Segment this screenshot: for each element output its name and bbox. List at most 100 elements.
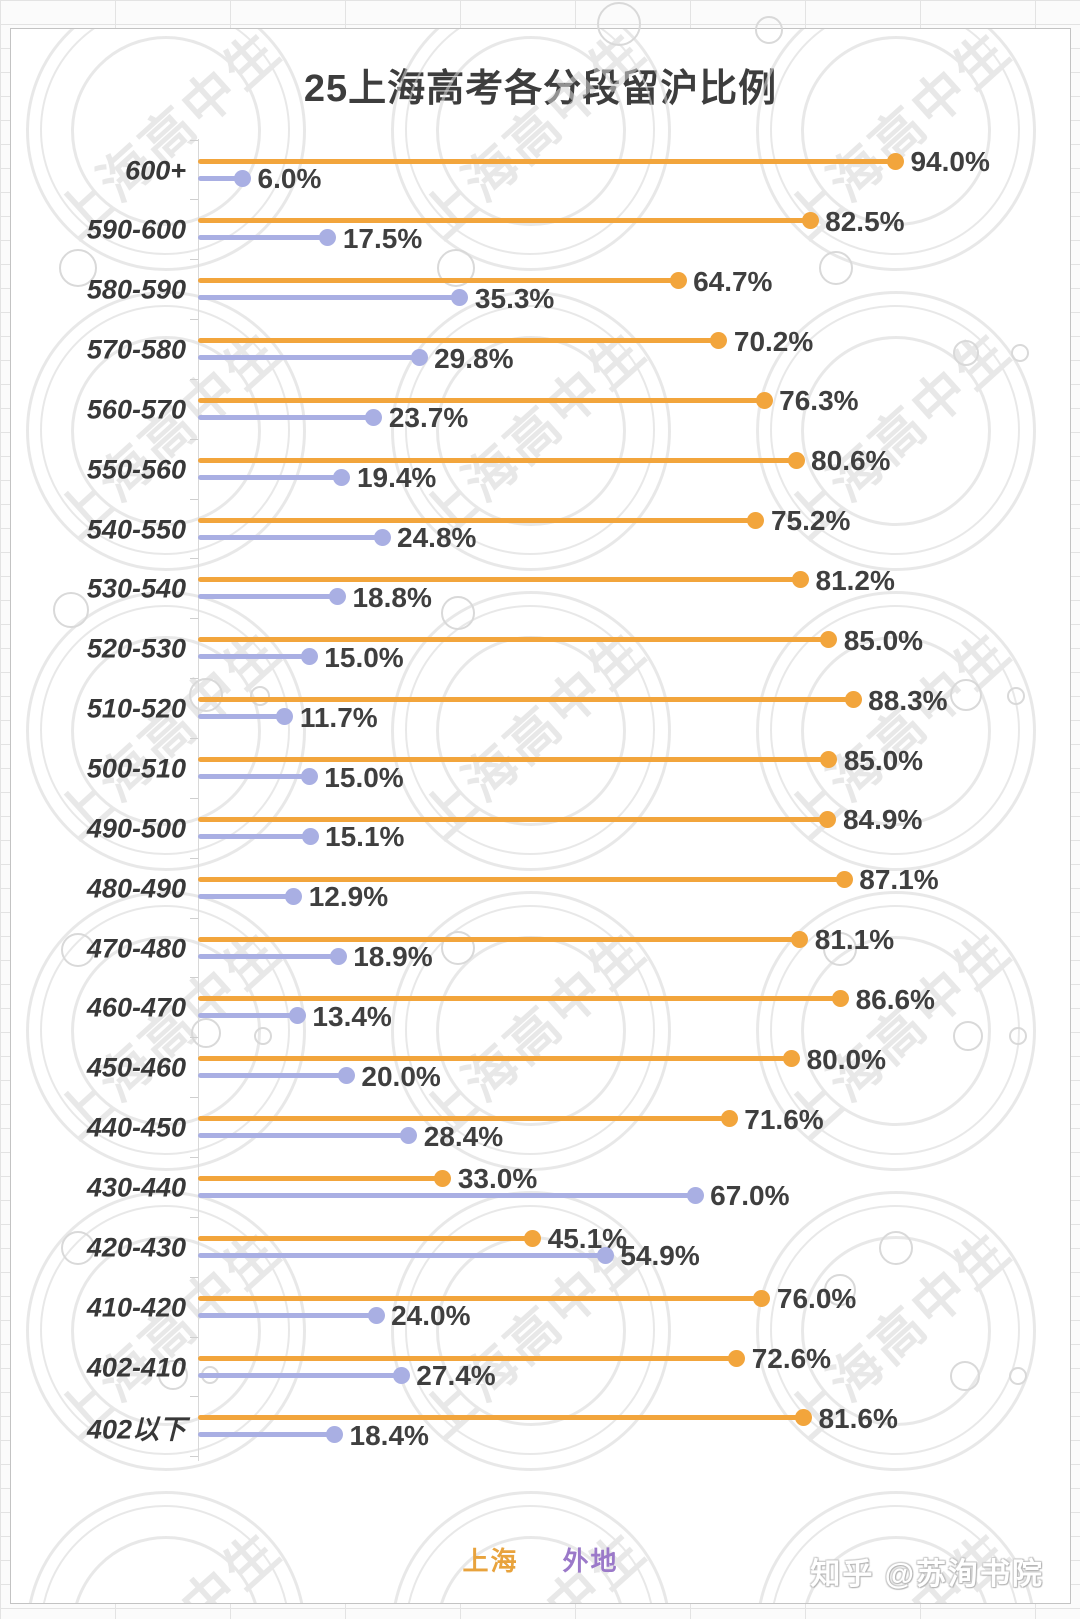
category-label: 510-520 (86, 693, 186, 724)
y-axis-tick (190, 1456, 198, 1458)
waidi-value-label: 15.0% (324, 761, 404, 793)
shanghai-dot (819, 810, 837, 828)
shanghai-value-label: 81.1% (814, 924, 895, 956)
waidi-value-label: 13.4% (312, 1000, 392, 1032)
shanghai-dot (710, 332, 728, 350)
waidi-line (198, 414, 374, 420)
waidi-value-label: 23.7% (388, 402, 469, 434)
waidi-dot (365, 408, 383, 426)
waidi-line (198, 1073, 347, 1079)
stamp-circle (436, 936, 626, 1126)
shanghai-dot (820, 751, 838, 768)
y-axis-tick (190, 917, 198, 919)
shanghai-dot (820, 631, 838, 649)
waidi-dot (329, 947, 347, 965)
category-label: 440-450 (86, 1112, 186, 1143)
waidi-line (198, 774, 310, 779)
shanghai-value-label: 85.0% (843, 624, 924, 656)
waidi-line (198, 1312, 377, 1318)
decorative-circle (53, 592, 89, 628)
shanghai-value-label: 33.0% (457, 1163, 538, 1195)
shanghai-line (198, 1056, 792, 1062)
shanghai-value-label: 76.3% (779, 385, 859, 417)
waidi-dot (333, 468, 351, 486)
waidi-line (198, 714, 285, 720)
category-label: 600+ (125, 155, 186, 185)
waidi-value-label: 18.8% (352, 581, 432, 613)
category-label: 430-440 (86, 1172, 186, 1203)
category-label: 480-490 (86, 873, 186, 904)
waidi-line (198, 1372, 402, 1378)
decorative-circle (1009, 1367, 1027, 1385)
legend-item-waidi: 外地 (562, 1546, 619, 1576)
shanghai-line (198, 936, 800, 942)
waidi-dot (367, 1306, 385, 1324)
shanghai-value-label: 82.5% (825, 205, 905, 237)
decorative-circle (441, 931, 475, 965)
shanghai-value-label: 71.6% (744, 1103, 824, 1135)
waidi-dot (300, 648, 318, 666)
waidi-line (198, 654, 310, 660)
shanghai-dot (783, 1050, 801, 1068)
shanghai-line (198, 1415, 804, 1421)
shanghai-dot (844, 691, 862, 709)
waidi-dot (337, 1067, 355, 1085)
shanghai-dot (720, 1110, 738, 1128)
waidi-dot (686, 1186, 704, 1204)
shanghai-line (198, 996, 841, 1002)
decorative-circle (441, 596, 475, 630)
decorative-circle (1007, 687, 1025, 705)
waidi-dot (596, 1246, 614, 1264)
chart-title: 25上海高考各分段留沪比例 (303, 68, 778, 110)
waidi-dot (234, 169, 252, 187)
shanghai-value-label: 88.3% (868, 684, 948, 716)
shanghai-dot (792, 571, 809, 589)
waidi-line (198, 1432, 335, 1438)
shanghai-value-label: 64.7% (693, 265, 773, 297)
waidi-dot (326, 1426, 344, 1444)
waidi-line (198, 1013, 298, 1019)
category-label: 402-410 (86, 1352, 186, 1382)
decorative-circle (437, 249, 475, 287)
waidi-value-label: 29.8% (434, 342, 514, 374)
shanghai-value-label: 81.2% (815, 564, 895, 596)
waidi-line (198, 295, 460, 301)
waidi-value-label: 24.8% (397, 522, 477, 554)
waidi-line (198, 953, 339, 959)
shanghai-value-label: 81.6% (818, 1402, 898, 1434)
shanghai-value-label: 45.1% (547, 1223, 628, 1255)
waidi-dot (410, 349, 428, 367)
shanghai-line (198, 637, 829, 643)
decorative-circle (823, 932, 857, 966)
shanghai-value-label: 86.6% (855, 983, 935, 1015)
shanghai-line (198, 1355, 737, 1361)
y-axis-tick (190, 1216, 198, 1218)
shanghai-line (198, 517, 756, 523)
decorative-circle (950, 1361, 980, 1391)
decorative-circle (250, 686, 270, 706)
y-axis-tick (190, 977, 198, 979)
decorative-circle (755, 16, 783, 44)
shanghai-line (198, 338, 719, 344)
waidi-value-label: 12.9% (308, 881, 389, 913)
category-label: 530-540 (86, 573, 186, 604)
stamp-circle (391, 591, 671, 871)
y-axis-tick (190, 558, 198, 560)
y-axis-tick (190, 498, 198, 500)
shanghai-dot (794, 1409, 812, 1427)
waidi-value-label: 27.4% (416, 1360, 496, 1391)
category-label: 580-590 (86, 274, 186, 305)
waidi-dot (392, 1366, 410, 1384)
decorative-circle (953, 1021, 983, 1051)
waidi-value-label: 67.0% (710, 1180, 790, 1212)
shanghai-line (198, 218, 811, 224)
category-label: 520-530 (86, 633, 186, 664)
y-axis-tick (190, 618, 198, 620)
stamp-circle (436, 636, 626, 826)
y-axis-tick (190, 797, 198, 799)
y-axis-tick (190, 378, 198, 380)
category-label: 402以下 (86, 1414, 186, 1445)
y-axis-tick (190, 259, 198, 261)
waidi-line (198, 1133, 409, 1139)
chart-legend: 上海 外地 (11, 1541, 1070, 1578)
